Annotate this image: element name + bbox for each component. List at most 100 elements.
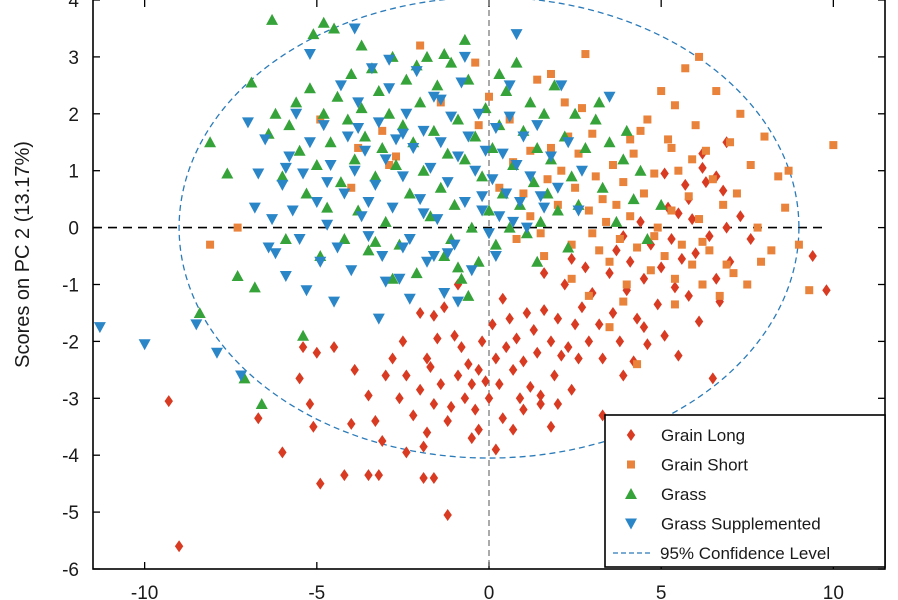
grass-point	[627, 193, 640, 205]
grain-long-point	[164, 395, 173, 408]
grass-supplemented-point	[407, 142, 420, 154]
grass-supplemented-point	[331, 242, 344, 254]
grass-point	[303, 82, 316, 94]
grass-point	[531, 255, 544, 267]
grain-short-point	[653, 223, 662, 232]
grain-short-point	[650, 232, 659, 241]
grain-long-point	[491, 352, 501, 365]
grass-point	[369, 170, 382, 182]
plot-border	[92, 0, 886, 570]
grass-supplemented-point	[341, 131, 354, 143]
grain-long-point	[708, 372, 718, 385]
grain-long-point	[471, 403, 480, 416]
grain-long-point	[429, 309, 439, 322]
grain-long-point	[415, 383, 425, 396]
grass-point	[193, 306, 206, 318]
grass-supplemented-point	[524, 171, 537, 183]
grass-supplemented-point	[279, 270, 292, 282]
grass-point	[334, 176, 347, 188]
grass-supplemented-point	[403, 293, 416, 305]
grass-point	[424, 210, 437, 222]
grain-short-point	[605, 323, 614, 332]
grass-supplemented-point	[328, 296, 341, 308]
grain-short-point	[664, 135, 673, 144]
grass-supplemented-point	[441, 177, 454, 189]
grass-supplemented-point	[555, 80, 568, 92]
grass-supplemented-point	[479, 145, 492, 157]
grain-long-point	[553, 397, 563, 410]
grass-supplemented-point	[483, 228, 495, 240]
grain-long-point	[381, 369, 390, 382]
grass-point	[620, 124, 633, 136]
grass-supplemented-point	[465, 265, 478, 277]
grass-supplemented-point	[393, 273, 406, 285]
grain-long-point	[660, 329, 669, 342]
grain-long-point	[605, 267, 614, 280]
grain-short-point	[698, 280, 707, 289]
grass-point	[445, 56, 458, 68]
grain-long-point	[736, 210, 745, 223]
grass-supplemented-point	[462, 131, 475, 143]
grass-supplemented-point	[551, 182, 564, 194]
grain-short-point	[471, 58, 480, 67]
grain-short-point	[567, 274, 576, 283]
grain-short-point	[605, 257, 614, 266]
grass-supplemented-point	[396, 171, 409, 183]
grass-supplemented-point	[248, 202, 261, 214]
grain-short-point	[595, 246, 604, 255]
grain-short-point	[726, 138, 735, 147]
legend-label: Grain Short	[661, 456, 748, 475]
grain-short-point	[719, 200, 728, 209]
grain-long-point	[512, 332, 521, 345]
grain-short-point	[774, 172, 783, 181]
grain-long-point	[567, 252, 576, 265]
grain-short-point	[646, 266, 655, 275]
grass-point	[483, 204, 495, 216]
grass-supplemented-point	[455, 77, 468, 89]
grass-point	[551, 204, 564, 216]
grain-short-point	[684, 192, 693, 201]
grain-long-point	[557, 349, 566, 362]
grass-supplemented-point	[241, 117, 254, 129]
grain-long-point	[639, 321, 649, 334]
grain-short-point	[736, 109, 745, 118]
legend-swatch	[627, 460, 635, 469]
grass-supplemented-point	[424, 162, 437, 174]
grain-long-point	[522, 306, 532, 319]
grain-long-point	[698, 161, 707, 174]
grain-long-point	[278, 446, 287, 459]
grain-long-point	[305, 397, 315, 410]
grass-point	[538, 107, 551, 119]
grass-supplemented-point	[372, 313, 385, 325]
grain-short-point	[536, 229, 545, 238]
grass-supplemented-point	[472, 108, 485, 120]
grass-point	[493, 67, 506, 79]
grain-short-point	[519, 189, 528, 198]
grass-supplemented-point	[476, 205, 489, 217]
legend-label: Grain Long	[661, 426, 745, 445]
grain-short-point	[598, 195, 607, 204]
grain-long-point	[667, 232, 676, 245]
grain-long-point	[474, 363, 483, 376]
grain-short-point	[732, 189, 741, 198]
grain-long-point	[612, 244, 621, 257]
grass-point	[276, 170, 289, 182]
grain-long-point	[498, 292, 507, 305]
x-tick-label: -5	[308, 583, 325, 600]
grass-supplemented-point	[476, 191, 489, 203]
y-tick-label: 4	[68, 0, 79, 12]
grass-supplemented-point	[452, 151, 465, 163]
grass-supplemented-point	[572, 205, 585, 217]
grass-supplemented-point	[503, 111, 516, 123]
grain-short-point	[588, 229, 597, 238]
grain-long-point	[295, 372, 304, 385]
grain-short-point	[588, 129, 597, 138]
grass-point	[317, 16, 330, 28]
grain-long-point	[426, 361, 435, 374]
grain-long-point	[453, 369, 463, 382]
grain-long-point	[594, 318, 604, 331]
grass-point	[221, 167, 234, 179]
grain-long-point	[422, 426, 432, 439]
grain-long-point	[536, 389, 545, 402]
grain-short-point	[619, 297, 628, 306]
